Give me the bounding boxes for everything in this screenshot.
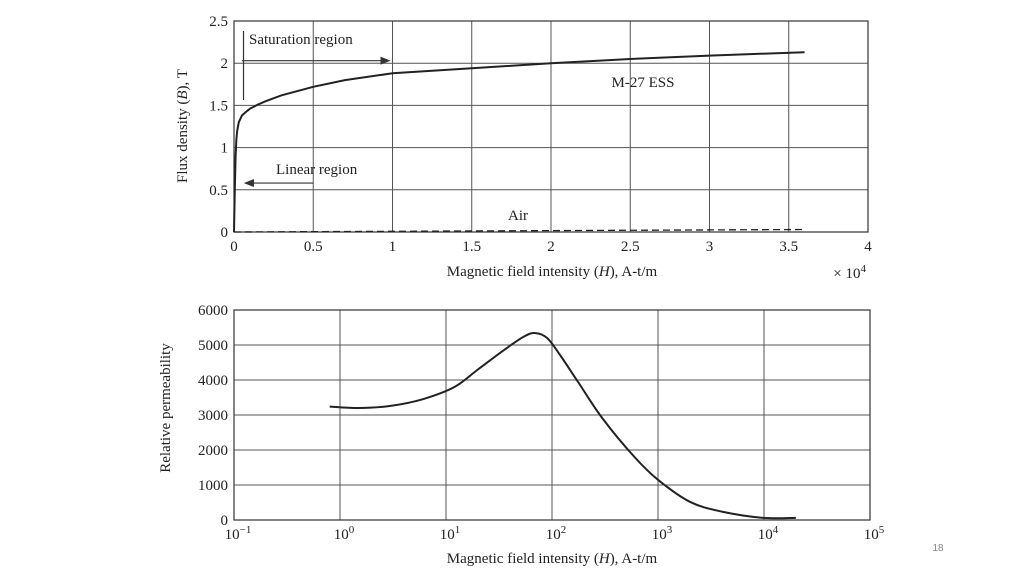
x-tick-base: 10 — [334, 527, 349, 543]
y-axis-label-part: Flux density ( — [175, 100, 191, 183]
saturation-region-label: Saturation region — [249, 32, 353, 48]
y-tick-label: 6000 — [198, 303, 228, 319]
x-tick-base: 10 — [440, 527, 455, 543]
series-label-m27-ess: M-27 ESS — [612, 75, 675, 91]
x-tick-base: 10 — [546, 527, 561, 543]
x-tick-label: 2 — [547, 239, 555, 255]
x-multiplier-exp: 4 — [861, 263, 867, 275]
x-tick-exp: 3 — [667, 524, 673, 536]
x-axis-label: Magnetic field intensity (H), A-t/m — [447, 551, 658, 567]
x-axis-label: Magnetic field intensity (H), A-t/m — [447, 264, 658, 280]
plot-frame — [233, 20, 869, 233]
y-axis-label-part: ), T — [175, 69, 191, 90]
x-tick-label: 2.5 — [621, 239, 640, 255]
x-tick-exp: −1 — [240, 524, 252, 536]
series-line-m-27-ess — [233, 51, 805, 233]
x-multiplier: × 104 — [833, 263, 866, 282]
relative-permeability-chart: 10−1 100 101 102 103 104 105010002000300040005… — [158, 303, 885, 567]
y-tick-label: 3000 — [198, 408, 228, 424]
x-tick-label: 0 — [230, 239, 238, 255]
x-tick-label: 0.5 — [304, 239, 323, 255]
y-tick-label: 1 — [221, 141, 229, 157]
x-tick-label: 104 — [758, 524, 779, 543]
x-tick-base: 10 — [652, 527, 667, 543]
y-axis-label: Relative permeability — [158, 343, 174, 473]
y-axis-label: Flux density (B), T — [175, 69, 191, 183]
x-tick-label: 1.5 — [462, 239, 481, 255]
x-axis-label-part: H — [598, 551, 611, 567]
x-tick-base: 10 — [225, 527, 240, 543]
x-axis-label-part: Magnetic field intensity ( — [447, 551, 599, 567]
permeability-series-line — [329, 332, 796, 520]
y-tick-label: 2.5 — [209, 14, 228, 30]
series-label-air: Air — [508, 208, 528, 224]
y-tick-label: 1000 — [198, 478, 228, 494]
x-tick-label: 105 — [864, 524, 885, 543]
flux-density-chart: 0 0.5 1 1.5 2 2.5 3 3.5 4 0 0.5 1 1.5 2 2.5 × 104 Magnet… — [175, 14, 872, 282]
x-axis-label-part: H — [598, 264, 611, 280]
y-tick-label: 4000 — [198, 373, 228, 389]
x-axis-label-part: ), A-t/m — [610, 264, 658, 280]
y-tick-label: 0 — [221, 225, 229, 241]
x-multiplier-prefix: × 10 — [833, 266, 860, 282]
x-tick-exp: 1 — [455, 524, 461, 536]
y-tick-label: 2 — [221, 56, 229, 72]
x-tick-label: 103 — [652, 524, 673, 543]
x-axis-label-part: Magnetic field intensity ( — [447, 264, 599, 280]
x-tick-exp: 2 — [561, 524, 567, 536]
y-tick-label: 0 — [221, 513, 229, 529]
series-line-air — [233, 228, 805, 233]
linear-region-label: Linear region — [276, 162, 358, 178]
x-tick-label: 100 — [334, 524, 355, 543]
x-tick-exp: 4 — [773, 524, 779, 536]
x-tick-exp: 0 — [349, 524, 355, 536]
x-tick-label: 10−1 — [225, 524, 252, 543]
x-tick-exp: 5 — [879, 524, 885, 536]
y-tick-label: 2000 — [198, 443, 228, 459]
y-tick-label: 5000 — [198, 338, 228, 354]
x-tick-label: 101 — [440, 524, 461, 543]
plot-frame — [233, 309, 871, 521]
x-tick-label: 102 — [546, 524, 567, 543]
x-tick-label: 3 — [706, 239, 714, 255]
x-tick-label: 1 — [389, 239, 397, 255]
x-tick-base: 10 — [864, 527, 879, 543]
page-number: 18 — [932, 543, 944, 554]
x-tick-label: 3.5 — [779, 239, 798, 255]
x-tick-label: 4 — [864, 239, 872, 255]
x-axis-label-part: ), A-t/m — [610, 551, 658, 567]
x-tick-base: 10 — [758, 527, 773, 543]
y-tick-label: 1.5 — [209, 98, 228, 114]
y-tick-label: 0.5 — [209, 183, 228, 199]
y-axis-label-part: B — [175, 90, 191, 99]
